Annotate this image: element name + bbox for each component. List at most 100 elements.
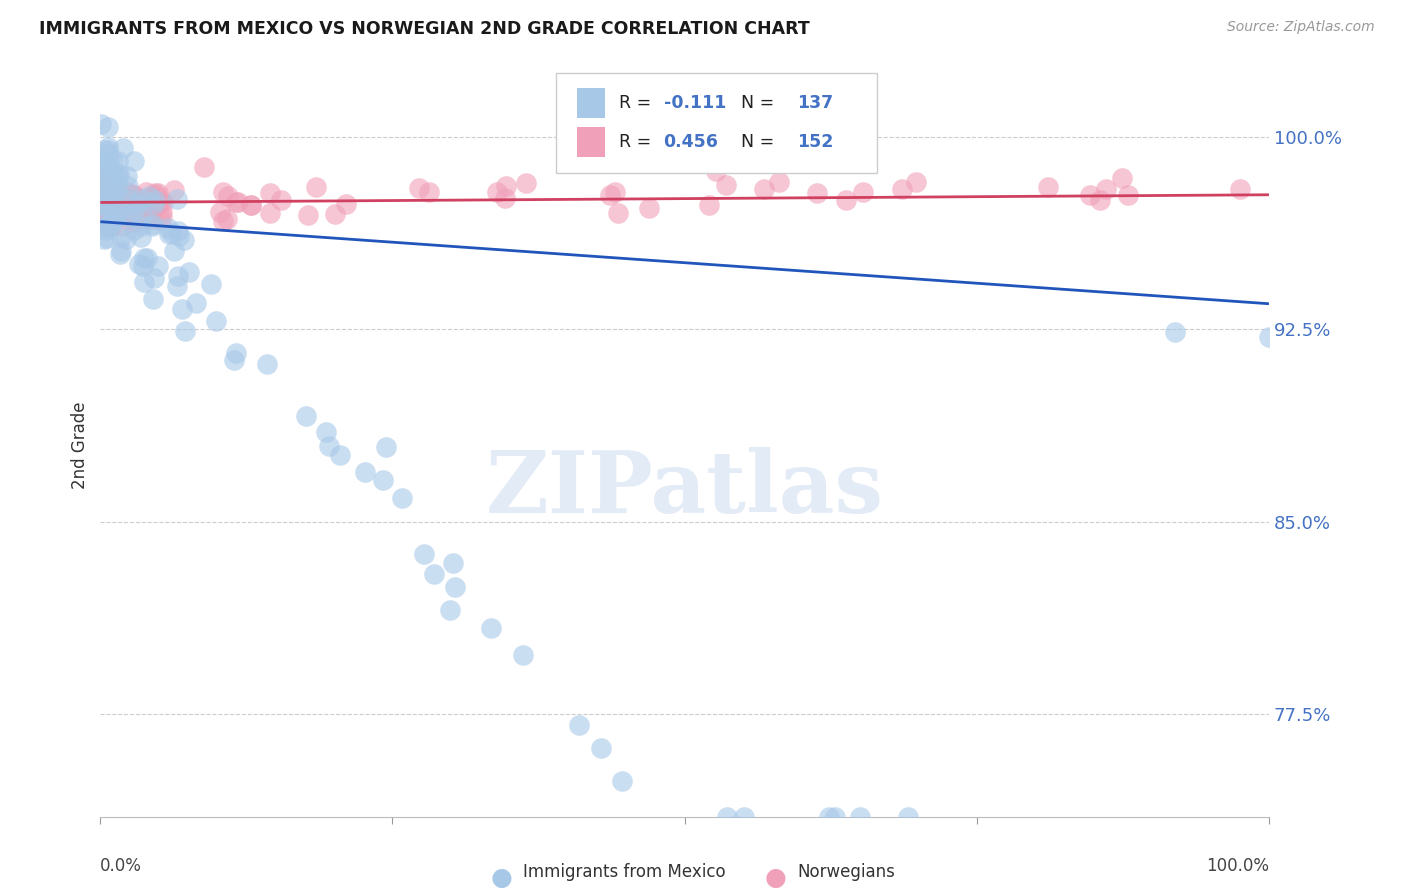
Text: N =: N = xyxy=(730,94,780,112)
Point xyxy=(104,184,127,198)
Text: 152: 152 xyxy=(797,133,834,151)
Point xyxy=(107,154,129,169)
Point xyxy=(754,182,776,196)
Point xyxy=(104,204,127,219)
Point xyxy=(101,191,124,205)
Point xyxy=(224,353,246,368)
Point xyxy=(93,192,115,206)
Point xyxy=(270,194,292,208)
Point xyxy=(100,202,122,216)
Point xyxy=(94,202,117,216)
Point xyxy=(117,196,139,211)
Point xyxy=(103,213,125,227)
Point xyxy=(112,141,135,155)
Point xyxy=(112,206,135,220)
Point xyxy=(212,185,235,199)
Point xyxy=(131,259,153,273)
Point xyxy=(94,199,117,213)
Point xyxy=(100,220,122,235)
Point xyxy=(184,296,207,310)
Point xyxy=(98,218,121,232)
Point xyxy=(146,186,169,200)
Point xyxy=(835,193,858,207)
Point xyxy=(849,809,872,823)
Point xyxy=(93,205,115,219)
Point xyxy=(704,164,727,178)
Point xyxy=(495,179,517,194)
Point xyxy=(100,184,122,198)
Point xyxy=(108,247,131,261)
Point xyxy=(607,206,630,220)
Point xyxy=(318,439,340,453)
Point xyxy=(166,193,188,207)
Point xyxy=(110,202,132,216)
Point xyxy=(637,201,659,215)
Point xyxy=(179,265,201,279)
Point xyxy=(226,194,249,209)
Point xyxy=(824,809,846,823)
Point xyxy=(97,147,120,161)
Point xyxy=(93,173,115,187)
Point xyxy=(90,158,112,172)
Text: -0.111: -0.111 xyxy=(664,94,725,112)
Point xyxy=(94,189,117,203)
Point xyxy=(323,206,346,220)
Point xyxy=(143,194,166,209)
Point xyxy=(97,202,120,216)
Point xyxy=(152,194,174,209)
Text: N =: N = xyxy=(730,133,780,151)
Point xyxy=(103,203,125,218)
Point xyxy=(132,276,155,290)
Point xyxy=(100,213,122,227)
Point xyxy=(105,169,128,184)
Point xyxy=(91,204,114,219)
Point xyxy=(599,188,621,202)
Point xyxy=(89,205,111,219)
Point xyxy=(240,198,263,212)
Point xyxy=(697,197,720,211)
Point xyxy=(329,448,352,462)
Point xyxy=(117,179,139,194)
Point xyxy=(515,176,537,190)
Point xyxy=(122,202,145,217)
Point xyxy=(131,208,153,222)
Point xyxy=(215,211,238,226)
Point xyxy=(90,117,112,131)
Point xyxy=(149,212,172,227)
Point xyxy=(105,211,128,226)
Point xyxy=(768,175,790,189)
Point xyxy=(142,292,165,306)
Point xyxy=(127,196,149,211)
Point xyxy=(90,206,112,220)
Point xyxy=(412,547,434,561)
Point xyxy=(104,199,127,213)
Point xyxy=(143,193,166,207)
Point xyxy=(96,194,118,208)
Point xyxy=(142,199,165,213)
Point xyxy=(110,187,132,202)
Point xyxy=(568,718,591,732)
Point xyxy=(110,206,132,220)
Point xyxy=(110,206,132,220)
Point xyxy=(96,192,118,206)
Text: R =: R = xyxy=(619,94,657,112)
Point xyxy=(170,302,193,317)
Point xyxy=(98,193,121,207)
Point xyxy=(439,603,461,617)
Point xyxy=(104,186,127,200)
Point xyxy=(134,192,156,206)
Point xyxy=(145,187,167,202)
Point xyxy=(120,199,142,213)
Point xyxy=(107,180,129,194)
Point xyxy=(101,186,124,200)
Point xyxy=(90,195,112,210)
Point xyxy=(110,244,132,258)
Point xyxy=(91,219,114,234)
Point xyxy=(105,203,128,218)
Point xyxy=(136,251,159,265)
Point xyxy=(100,193,122,207)
Point xyxy=(716,809,738,823)
Point xyxy=(89,207,111,221)
Point xyxy=(127,215,149,229)
Point xyxy=(603,186,626,200)
